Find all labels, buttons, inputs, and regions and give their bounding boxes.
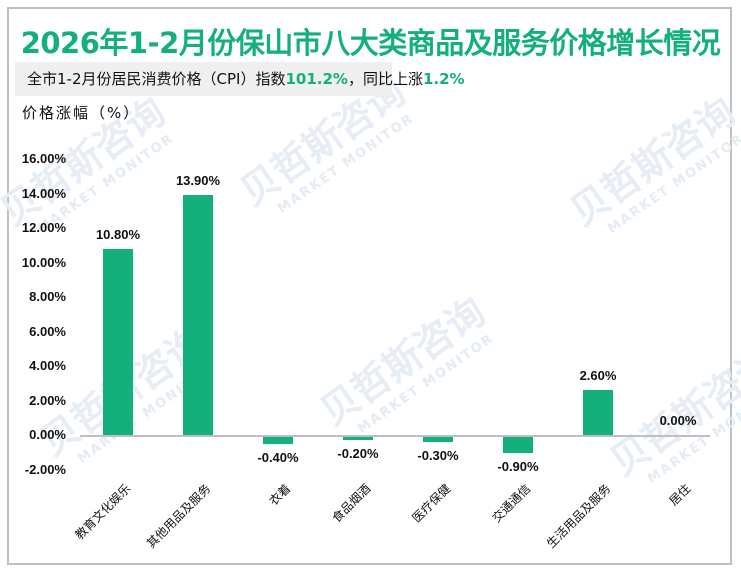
data-label: -0.40%	[257, 449, 299, 465]
cpi-summary-middle: ，同比上涨	[347, 70, 423, 88]
bar	[263, 437, 293, 444]
data-label: -0.90%	[497, 458, 539, 474]
y-tick-label: -2.00%	[24, 461, 66, 477]
bar	[183, 195, 213, 435]
bar	[583, 390, 613, 435]
chart-title: 2026年1-2月份保山市八大类商品及服务价格增长情况	[20, 26, 721, 60]
data-label: 10.80%	[95, 226, 141, 242]
cpi-summary-prefix: 全市1-2月份居民消费价格（CPI）指数	[27, 70, 286, 88]
cpi-summary: 全市1-2月份居民消费价格（CPI）指数101.2%，同比上涨1.2%	[15, 62, 465, 96]
data-label: -0.20%	[337, 446, 379, 462]
data-label: 13.90%	[175, 173, 221, 189]
data-label: 0.00%	[659, 413, 697, 428]
y-tick-label: 4.00%	[29, 358, 66, 373]
y-tick-label: 8.00%	[29, 289, 66, 304]
bar	[103, 248, 133, 435]
x-axis-line	[80, 435, 710, 437]
cpi-yoy-value: 1.2%	[422, 70, 465, 88]
cpi-index-value: 101.2%	[285, 70, 348, 88]
y-tick-label: 14.00%	[21, 185, 66, 201]
bar	[343, 437, 373, 441]
data-label: 2.60%	[579, 368, 617, 384]
bar	[423, 437, 453, 443]
y-tick-label: 2.00%	[29, 392, 66, 408]
y-axis-title: 价格涨幅（%）	[22, 104, 141, 122]
y-tick-label: 0.00%	[29, 427, 66, 442]
y-tick-label: 6.00%	[29, 323, 66, 339]
bar	[503, 437, 533, 453]
y-tick-label: 10.00%	[21, 254, 66, 270]
y-tick-label: 16.00%	[21, 151, 66, 166]
y-tick-label: 12.00%	[21, 220, 66, 235]
data-label: -0.30%	[417, 448, 459, 464]
